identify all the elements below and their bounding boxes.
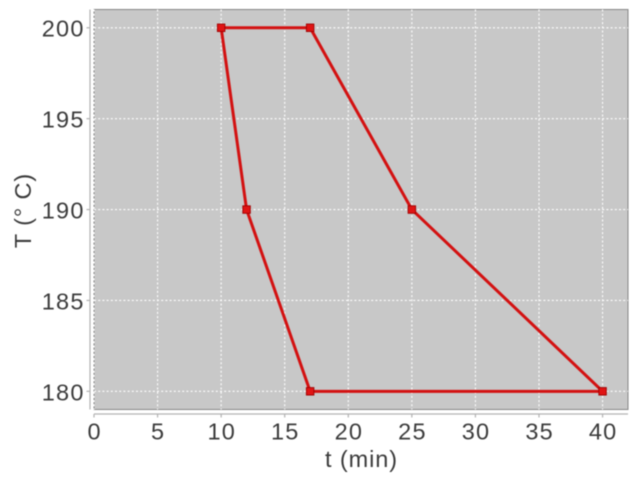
svg-text:0: 0 xyxy=(87,419,101,445)
svg-text:T (° C): T (° C) xyxy=(10,173,36,248)
svg-text:25: 25 xyxy=(398,419,427,445)
svg-text:20: 20 xyxy=(335,419,364,445)
svg-text:180: 180 xyxy=(42,379,85,405)
svg-text:10: 10 xyxy=(207,419,236,445)
svg-text:30: 30 xyxy=(462,419,491,445)
svg-text:15: 15 xyxy=(271,419,300,445)
svg-text:35: 35 xyxy=(525,419,554,445)
svg-text:t (min): t (min) xyxy=(325,446,398,472)
svg-text:5: 5 xyxy=(151,419,165,445)
svg-text:195: 195 xyxy=(42,107,85,133)
svg-text:200: 200 xyxy=(42,16,85,42)
svg-text:40: 40 xyxy=(589,419,618,445)
svg-text:185: 185 xyxy=(42,288,85,314)
svg-text:190: 190 xyxy=(42,198,85,224)
